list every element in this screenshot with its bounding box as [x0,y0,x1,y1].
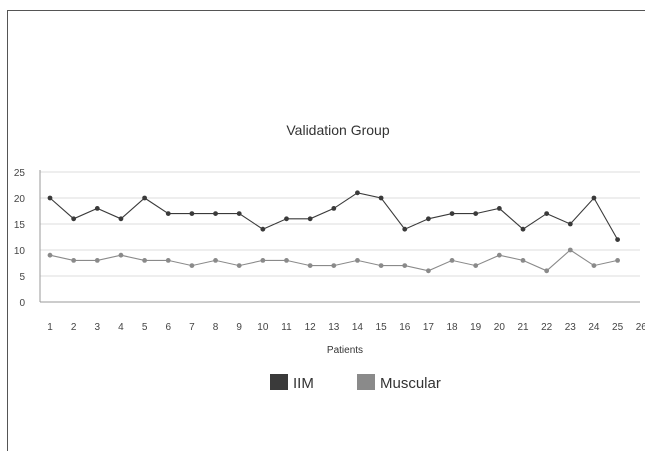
x-tick-label: 1 [47,322,53,333]
data-point [260,258,266,263]
data-point [47,195,53,201]
data-point [118,216,124,222]
data-point [189,211,195,217]
data-point [331,263,337,268]
data-point [71,258,77,263]
data-point [236,263,242,268]
data-point [426,216,431,222]
x-axis-label: Patients [327,345,363,356]
x-tick-label: 6 [165,322,171,333]
data-point [284,258,289,263]
y-tick-labels: 0 5 10 15 20 25 [14,168,26,309]
x-tick-label: 11 [281,322,292,333]
data-point [189,263,195,268]
data-point [473,263,479,268]
data-point [142,195,148,201]
legend-label: IIM [293,375,314,392]
data-point [213,258,218,263]
x-tick-label: 17 [423,322,435,333]
data-point [426,268,431,274]
x-tick-label: 26 [636,322,645,333]
data-point [142,258,148,263]
legend-swatch [357,374,375,390]
data-point [449,258,455,263]
grid-lines [40,171,640,277]
data-point [260,226,266,232]
x-tick-label: 13 [328,322,340,333]
data-point [378,195,384,201]
x-tick-label: 25 [612,322,624,333]
x-tick-label: 21 [517,322,529,333]
axes [39,170,640,303]
legend-swatch [270,374,288,390]
y-tick-label: 0 [19,298,25,309]
series-iim [47,190,620,243]
x-tick-label: 12 [305,322,317,333]
x-tick-label: 14 [352,322,364,333]
data-point [496,206,502,211]
data-point [213,211,218,217]
y-tick-label: 15 [14,220,26,231]
data-point [165,211,171,217]
x-tick-label: 5 [142,322,148,333]
data-point [473,211,479,217]
x-tick-labels: 1 2 3 4 5 6 7 8 9 10 11 12 13 14 15 16 17 18 19 20 21 22 23 24 2… [47,322,645,333]
series-muscular [47,247,620,274]
data-point [71,216,77,222]
x-tick-label: 7 [189,322,195,333]
data-point [544,268,550,274]
x-tick-label: 18 [446,322,458,333]
x-tick-label: 20 [494,322,506,333]
data-point [165,258,171,263]
y-tick-label: 5 [19,272,25,283]
x-tick-label: 3 [95,322,101,333]
x-tick-label: 24 [588,322,600,333]
x-tick-label: 16 [399,322,411,333]
legend: IIM Muscular [270,374,441,392]
data-point [94,258,100,263]
data-point [615,237,620,243]
data-point [496,252,502,258]
x-tick-label: 9 [236,322,242,333]
x-tick-label: 15 [376,322,388,333]
x-tick-label: 22 [541,322,553,333]
legend-label: Muscular [380,375,441,392]
data-point [520,258,526,263]
data-point [402,226,408,232]
series-layer [47,190,620,274]
data-point [544,211,550,217]
data-point [94,206,100,211]
x-tick-label: 10 [257,322,269,333]
data-point [615,258,620,263]
data-point [47,252,53,258]
data-point [449,211,455,217]
data-point [591,195,597,201]
data-point [378,263,384,268]
x-tick-label: 4 [118,322,124,333]
data-point [520,226,526,232]
chart-title: Validation Group [286,122,389,138]
series-line [49,192,619,240]
data-point [567,221,573,227]
x-tick-label: 19 [470,322,482,333]
data-point [355,190,360,196]
data-point [236,211,242,217]
y-tick-label: 10 [14,246,26,257]
y-tick-label: 20 [14,194,26,205]
x-tick-label: 8 [213,322,219,333]
y-tick-label: 25 [14,168,26,179]
x-tick-label: 23 [565,322,577,333]
x-tick-label: 2 [71,322,77,333]
data-point [402,263,408,268]
data-point [284,216,289,222]
chart-frame [7,10,645,451]
data-point [118,252,124,258]
data-point [567,247,573,253]
data-point [355,258,360,263]
data-point [591,263,597,268]
data-point [307,216,313,222]
data-point [331,206,337,211]
data-point [307,263,313,268]
